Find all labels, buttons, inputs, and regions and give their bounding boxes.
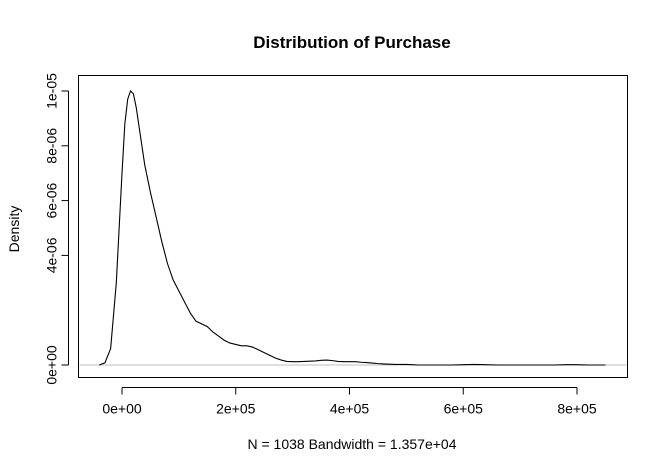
x-axis-label: N = 1038 Bandwidth = 1.357e+04 — [247, 436, 456, 452]
plot-frame — [78, 75, 628, 378]
chart-title: Distribution of Purchase — [253, 33, 450, 52]
y-tick-label: 1e-05 — [44, 73, 60, 109]
y-tick-label: 0e+00 — [44, 345, 60, 385]
y-tick-label: 4e-06 — [44, 237, 60, 273]
y-tick-label: 8e-06 — [44, 128, 60, 164]
x-tick-label: 8e+05 — [557, 401, 597, 417]
y-axis-label: Density — [6, 206, 22, 253]
x-axis: 0e+00 2e+05 4e+05 6e+05 8e+05 — [102, 387, 597, 417]
y-axis: 0e+00 4e-06 6e-06 8e-06 1e-05 — [44, 73, 69, 385]
y-tick-label: 6e-06 — [44, 182, 60, 218]
x-tick-label: 0e+00 — [102, 401, 142, 417]
x-tick-label: 6e+05 — [444, 401, 484, 417]
x-tick-label: 4e+05 — [330, 401, 370, 417]
x-tick-label: 2e+05 — [216, 401, 256, 417]
density-curve — [99, 90, 606, 366]
